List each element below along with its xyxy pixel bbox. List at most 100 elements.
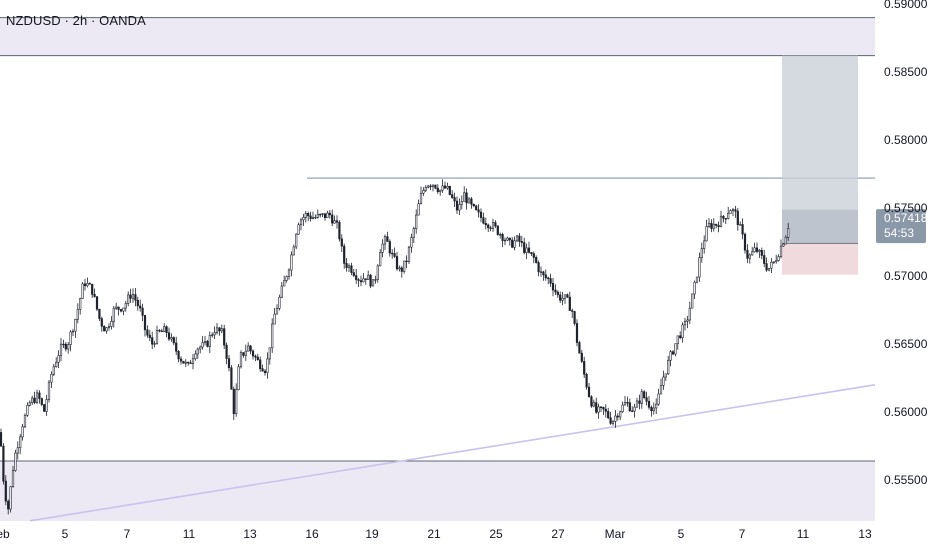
candle-down (4, 480, 7, 502)
candle-down (158, 329, 161, 332)
candle (232, 386, 235, 421)
candle-down (38, 392, 41, 399)
candle-up (275, 308, 279, 315)
candle-up (292, 246, 295, 256)
candle (487, 223, 490, 233)
candle (657, 388, 660, 406)
candle (26, 402, 29, 417)
candle-up (47, 381, 51, 400)
candle-down (559, 294, 562, 301)
candle-up (753, 247, 756, 253)
candle (422, 187, 425, 196)
candle (590, 395, 593, 408)
candle (338, 220, 341, 242)
candle-up (698, 257, 701, 278)
candle-up (784, 236, 787, 245)
candle (403, 260, 406, 274)
candle (350, 262, 353, 276)
candle (203, 335, 207, 346)
candle-down (206, 341, 209, 347)
candle-up (499, 234, 502, 236)
candle (213, 326, 216, 340)
candle-down (251, 350, 255, 357)
candle (119, 308, 123, 313)
candle-down (160, 330, 163, 333)
candle (165, 325, 168, 338)
candle-down (571, 310, 574, 312)
candle (614, 409, 617, 428)
candle-up (191, 358, 195, 364)
candle-up (539, 271, 543, 273)
candle-up (515, 235, 519, 242)
candle-up (614, 415, 617, 422)
candle-up (273, 313, 276, 325)
candle-down (391, 252, 394, 255)
candle-up (153, 343, 156, 345)
candle-down (223, 328, 226, 346)
candle-up (333, 220, 336, 224)
axes-layer: 0.59000 0.58500 0.58000 0.57500 0.57000 0.565… (0, 0, 928, 541)
candle (136, 296, 139, 311)
candle-up (295, 233, 298, 248)
candle-up (383, 236, 387, 245)
candle (285, 275, 288, 283)
candle (439, 189, 442, 196)
candle (223, 324, 226, 350)
candle (458, 198, 461, 215)
candle-up (316, 213, 319, 218)
candle (479, 208, 483, 223)
candle-up (621, 404, 624, 413)
candle-down (369, 274, 372, 287)
candle-up (700, 248, 703, 258)
candle-up (655, 403, 658, 409)
candle (393, 247, 396, 259)
candle-down (494, 222, 497, 227)
candle (727, 206, 730, 220)
candle-down (710, 222, 713, 229)
candle (686, 315, 689, 329)
candle-up (407, 246, 411, 262)
candle (691, 293, 694, 309)
candle-up (107, 326, 111, 328)
candle (50, 371, 53, 388)
x-tick-label: Mar (605, 527, 626, 541)
candle (249, 344, 252, 355)
candle (715, 223, 718, 229)
candle (208, 331, 211, 354)
candle-up (691, 293, 694, 309)
candle (482, 212, 485, 225)
candle (74, 318, 77, 338)
candle (501, 232, 504, 248)
candle (758, 248, 761, 258)
candle-down (134, 294, 137, 301)
candle-up (11, 470, 15, 487)
candle (52, 363, 55, 377)
candle (297, 222, 300, 235)
candle-up (758, 250, 761, 252)
candle (753, 242, 756, 253)
candle (645, 391, 648, 406)
candle (669, 350, 672, 367)
candle-up (712, 223, 715, 229)
x-tick-label: 16 (305, 527, 319, 541)
current-price-label: 0.57418 (884, 211, 928, 225)
candle (537, 260, 540, 277)
candle-down (143, 315, 147, 331)
candle-up (321, 213, 324, 215)
candle (722, 215, 725, 223)
candle-down (763, 255, 766, 264)
candle (441, 179, 444, 193)
candle-up (381, 243, 384, 253)
candle-up (297, 224, 300, 235)
candle-down (350, 265, 353, 273)
candle (158, 329, 161, 333)
candle-down (352, 272, 355, 276)
candle (335, 215, 339, 229)
y-tick-label: 0.57500 (884, 201, 928, 215)
candle (115, 302, 118, 311)
candle-up (266, 358, 269, 374)
candle-up (31, 397, 34, 403)
candle-up (115, 306, 118, 309)
